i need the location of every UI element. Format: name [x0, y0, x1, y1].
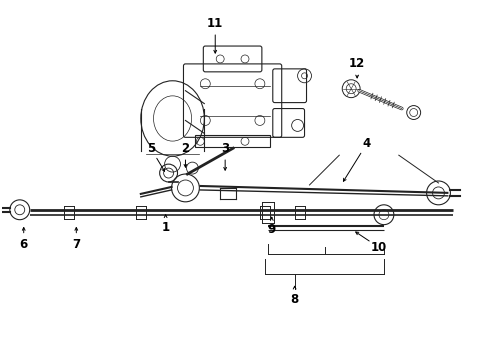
Text: 11: 11 [207, 17, 223, 30]
Text: 12: 12 [349, 57, 365, 71]
Text: 7: 7 [72, 238, 80, 251]
Text: 2: 2 [181, 142, 190, 155]
Text: 6: 6 [20, 238, 28, 251]
Text: 9: 9 [268, 223, 276, 236]
Text: 3: 3 [221, 142, 229, 155]
Bar [196, 135, 270, 147]
Text: 5: 5 [147, 142, 155, 155]
Text: 1: 1 [162, 221, 170, 234]
Text: 10: 10 [371, 241, 387, 254]
Text: 4: 4 [363, 137, 371, 150]
Text: 8: 8 [291, 293, 299, 306]
